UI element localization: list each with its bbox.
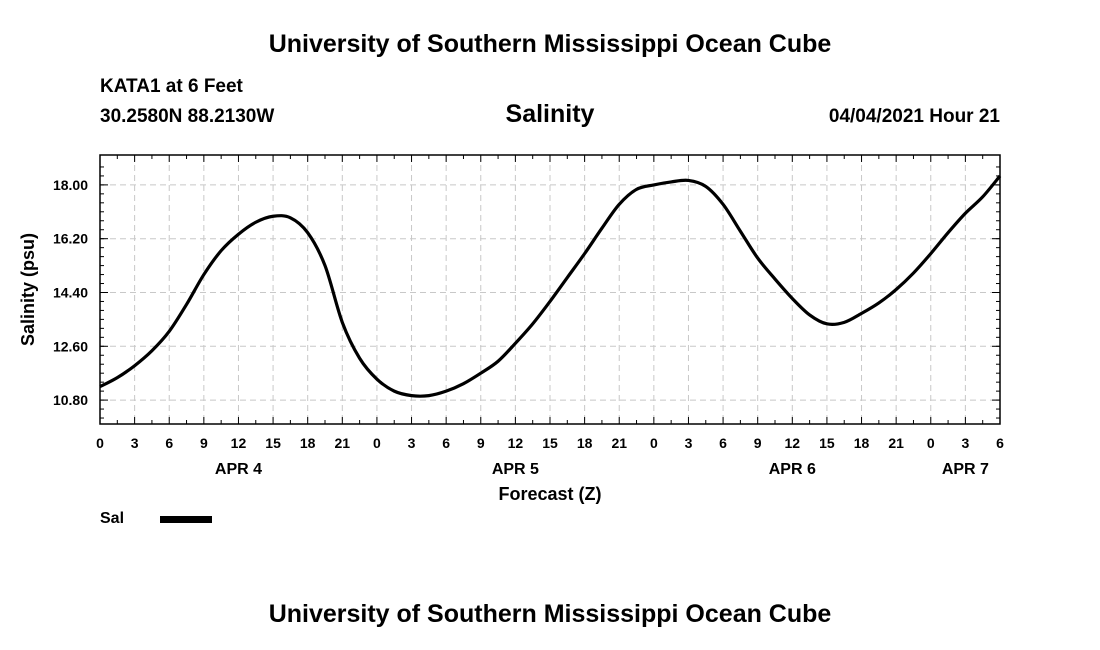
- x-tick-label: 6: [442, 435, 450, 451]
- x-tick-label: 6: [996, 435, 1004, 451]
- y-axis-label: Salinity (psu): [18, 233, 38, 346]
- parameter-title: Salinity: [505, 100, 595, 128]
- x-tick-label: 12: [231, 435, 247, 451]
- date-label: APR 5: [492, 461, 539, 478]
- x-tick-label: 12: [508, 435, 524, 451]
- x-tick-label: 0: [373, 435, 381, 451]
- x-tick-label: 9: [754, 435, 762, 451]
- x-tick-label: 18: [577, 435, 593, 451]
- x-tick-label: 3: [685, 435, 693, 451]
- legend-swatch: [160, 516, 212, 523]
- y-tick-label: 16.20: [53, 231, 88, 247]
- datetime-label: 04/04/2021 Hour 21: [828, 106, 1000, 127]
- x-tick-label: 15: [265, 435, 281, 451]
- plot-frame: [99, 154, 1001, 425]
- date-label: APR 6: [769, 461, 816, 478]
- x-tick-label: 3: [408, 435, 416, 451]
- x-tick-label: 12: [785, 435, 801, 451]
- x-tick-label: 0: [96, 435, 104, 451]
- x-tick-label: 0: [927, 435, 935, 451]
- x-tick-label: 3: [961, 435, 969, 451]
- x-tick-label: 0: [650, 435, 658, 451]
- x-tick-label: 21: [335, 435, 351, 451]
- x-tick-label: 9: [477, 435, 485, 451]
- x-tick-label: 3: [131, 435, 139, 451]
- x-axis-label: Forecast (Z): [498, 484, 601, 504]
- x-tick-label: 9: [200, 435, 208, 451]
- date-label: APR 4: [215, 461, 262, 478]
- station-label: KATA1 at 6 Feet: [100, 76, 243, 97]
- x-tick-label: 21: [888, 435, 904, 451]
- legend-label: Sal: [100, 510, 125, 527]
- x-tick-label: 18: [854, 435, 870, 451]
- x-tick-label: 15: [819, 435, 835, 451]
- y-tick-label: 10.80: [53, 392, 88, 408]
- date-label: APR 7: [942, 461, 989, 478]
- x-tick-label: 6: [719, 435, 727, 451]
- y-tick-label: 18.00: [53, 177, 88, 193]
- footer-title: University of Southern Mississippi Ocean…: [268, 600, 832, 628]
- x-tick-label: 6: [165, 435, 173, 451]
- series-line-sal: [99, 174, 1002, 398]
- x-tick-label: 18: [300, 435, 316, 451]
- page-title: University of Southern Mississippi Ocean…: [268, 30, 832, 58]
- coordinates-label: 30.2580N 88.2130W: [100, 106, 275, 127]
- x-tick-label: 21: [611, 435, 627, 451]
- x-tick-label: 15: [542, 435, 558, 451]
- y-tick-label: 12.60: [53, 338, 88, 354]
- y-tick-label: 14.40: [53, 284, 88, 300]
